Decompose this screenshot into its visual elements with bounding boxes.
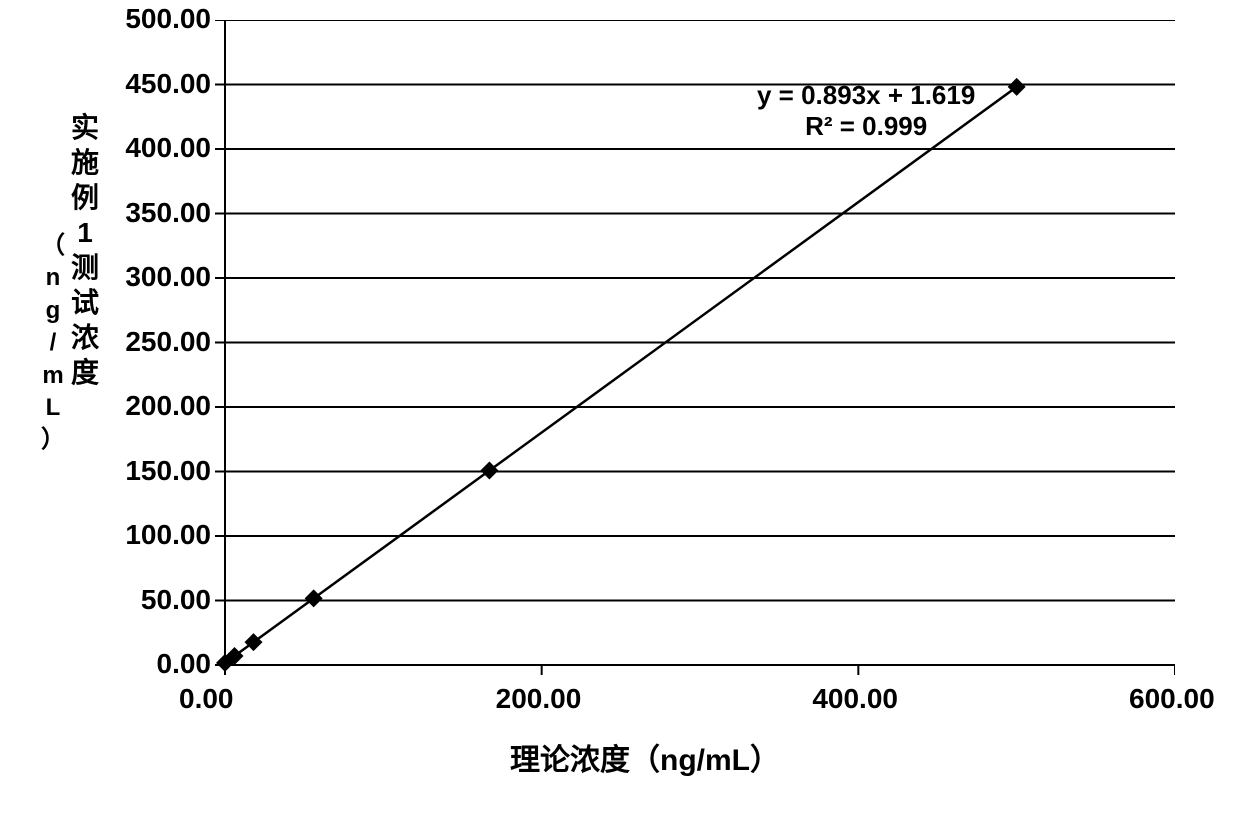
y-axis-label: （ng/mL）实施例1测试浓度 — [30, 110, 110, 457]
y-axis-main-label: 实施例1测试浓度 — [71, 110, 99, 390]
x-tick-label: 600.00 — [1129, 683, 1215, 715]
y-tick-label: 350.00 — [125, 197, 211, 229]
equation-line: y = 0.893x + 1.619 — [757, 80, 975, 111]
y-tick-label: 450.00 — [125, 68, 211, 100]
y-tick-label: 250.00 — [125, 326, 211, 358]
y-tick-label: 100.00 — [125, 519, 211, 551]
r2-line: R² = 0.999 — [757, 111, 975, 142]
x-tick-label: 400.00 — [812, 683, 898, 715]
y-tick-label: 150.00 — [125, 455, 211, 487]
plot-area — [213, 20, 1175, 679]
y-tick-label: 0.00 — [157, 648, 212, 680]
x-axis-label: 理论浓度（ng/mL） — [510, 735, 780, 779]
trendline-equation: y = 0.893x + 1.619 R² = 0.999 — [757, 80, 975, 142]
y-tick-label: 400.00 — [125, 132, 211, 164]
y-tick-label: 500.00 — [125, 3, 211, 35]
y-tick-label: 50.00 — [141, 584, 211, 616]
y-axis-unit: （ng/mL） — [41, 230, 65, 457]
x-tick-label: 0.00 — [179, 683, 234, 715]
y-tick-label: 300.00 — [125, 261, 211, 293]
x-tick-label: 200.00 — [496, 683, 582, 715]
y-tick-label: 200.00 — [125, 390, 211, 422]
chart-container: （ng/mL）实施例1测试浓度 y = 0.893x + 1.619 R² = … — [0, 0, 1240, 824]
